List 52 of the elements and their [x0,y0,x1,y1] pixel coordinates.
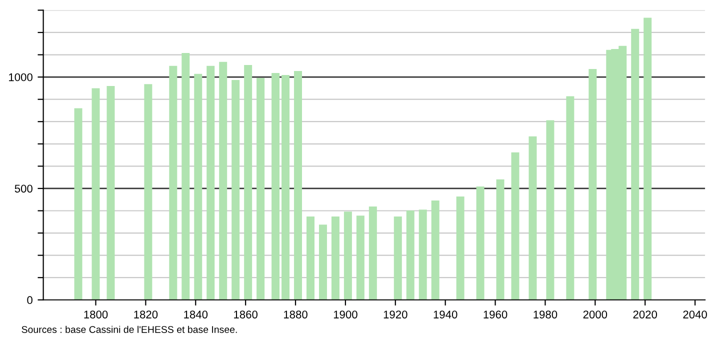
bar [331,216,340,300]
bar [631,28,640,300]
bar [528,136,537,300]
bar [546,120,554,300]
bar [511,152,520,300]
bar [306,216,314,300]
bar [418,210,427,300]
bar [244,65,252,300]
bar [476,186,484,300]
bar [74,108,82,300]
x-tick-label: 1900 [334,310,358,318]
x-tick-label: 1880 [284,310,308,318]
bar [206,66,215,300]
source-note: Sources : base Cassini de l'EHESS et base Insee. [22,326,237,333]
bar [644,18,652,300]
bar [344,212,352,300]
bar [232,80,240,300]
bar [92,88,100,300]
bar [318,224,327,300]
x-tick-label: 2000 [583,310,608,318]
bar [194,74,202,300]
x-tick-label: 1860 [234,310,258,318]
x-tick-label: 1920 [384,310,408,318]
x-tick-label: 1960 [484,310,508,318]
y-tick-label: 0 [27,296,32,304]
x-tick-label: 1980 [534,310,558,318]
bar [294,71,302,300]
y-tick-label: 500 [14,184,32,193]
bar [566,96,574,300]
bar [282,75,290,300]
x-tick-label: 2040 [683,310,707,318]
bar [394,216,402,300]
bar [368,206,377,300]
bar [106,86,115,300]
x-tick-label: 2020 [633,310,658,318]
bar [169,66,178,300]
bar [431,200,440,300]
bar [406,210,414,300]
bar [272,73,280,300]
bar [256,78,265,300]
bar [356,216,364,300]
x-tick-label: 1820 [134,310,158,318]
x-tick-label: 1800 [84,310,108,318]
bar [588,69,597,300]
bar [496,179,504,300]
y-tick-label: 1000 [9,73,32,82]
bar [219,62,228,300]
bar [182,52,190,300]
x-tick-label: 1940 [434,310,458,318]
x-tick-label: 1840 [184,310,208,318]
bar [456,196,464,300]
bar [144,84,152,300]
